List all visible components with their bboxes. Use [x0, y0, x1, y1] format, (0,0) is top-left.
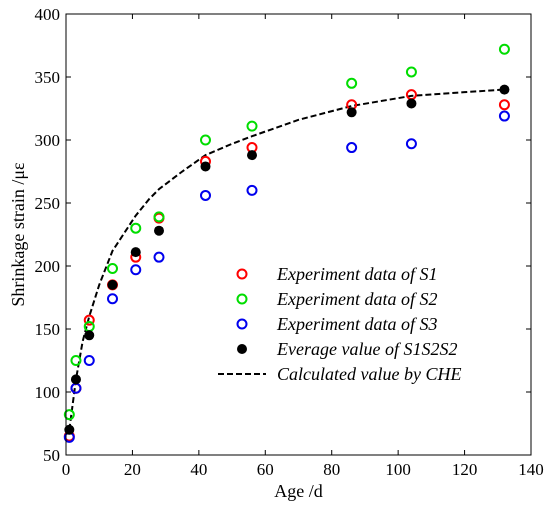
series-2-point — [346, 142, 358, 154]
series-0-point — [83, 314, 95, 326]
axis-ticks: 0 20 40 60 80 100 120 140 50 100 150 200 250 300 350 40… — [35, 5, 544, 479]
series-3-point — [247, 150, 257, 161]
series-3-point — [154, 225, 164, 236]
series-1-point — [498, 43, 510, 55]
legend-label: Experiment data of S3 — [276, 314, 437, 334]
series-1-point — [130, 222, 142, 234]
series-3-point — [499, 84, 510, 95]
series-2-point — [107, 293, 118, 305]
x-tick-label: 0 — [62, 460, 71, 479]
y-axis-title: Shrinkage strain /με — [8, 162, 28, 307]
series-2-point — [200, 189, 211, 201]
x-tick-label: 20 — [124, 460, 141, 479]
y-tick-label: 200 — [35, 257, 61, 276]
series-3-point — [70, 374, 81, 385]
y-tick-label: 150 — [35, 320, 61, 339]
series-3-point — [64, 424, 75, 435]
legend-marker-icon — [236, 318, 248, 330]
series-0-point — [405, 89, 417, 101]
series-3-point — [406, 98, 417, 109]
series-3-point — [130, 247, 141, 258]
series-3-point — [84, 330, 95, 341]
legend: Experiment data of S1 Experiment data of … — [218, 264, 461, 384]
series-1-point — [107, 263, 118, 275]
y-tick-label: 300 — [35, 131, 61, 150]
x-tick-label: 80 — [323, 460, 340, 479]
series-2-point — [130, 264, 142, 276]
x-tick-label: 40 — [190, 460, 207, 479]
series-1-point — [246, 120, 258, 132]
series-2-point — [405, 138, 417, 150]
series-2-point — [153, 251, 165, 263]
y-tick-label: 50 — [43, 446, 60, 465]
plot-marks — [63, 43, 510, 443]
series-line-4 — [68, 88, 505, 430]
legend-label: Everage value of S1S2S2 — [276, 339, 457, 359]
legend-label: Experiment data of S1 — [276, 264, 437, 284]
series-1-point — [70, 355, 82, 366]
y-tick-label: 400 — [35, 5, 61, 24]
x-tick-label: 60 — [257, 460, 274, 479]
series-2-point — [498, 110, 510, 122]
legend-marker-icon — [236, 293, 248, 305]
legend-label: Calculated value by CHE — [277, 364, 461, 384]
series-3-point — [107, 279, 118, 290]
x-axis-title: Age /d — [274, 481, 323, 501]
y-tick-label: 350 — [35, 68, 61, 87]
x-tick-label: 100 — [385, 460, 411, 479]
series-1-point — [200, 134, 211, 146]
series-3-point — [200, 161, 211, 172]
series-0-point — [498, 99, 510, 111]
series-1-point — [405, 66, 417, 78]
legend-marker-icon — [237, 344, 247, 354]
series-1-point — [346, 77, 358, 89]
series-1-point — [63, 409, 75, 421]
series-2-point — [83, 355, 95, 366]
x-tick-label: 140 — [518, 460, 544, 479]
legend-marker-icon — [236, 268, 248, 280]
series-3-point — [346, 107, 357, 118]
plot-frame — [65, 13, 532, 456]
series-1-point — [153, 211, 165, 223]
y-tick-label: 250 — [35, 194, 61, 213]
y-tick-label: 100 — [35, 383, 61, 402]
x-tick-label: 120 — [452, 460, 478, 479]
legend-label: Experiment data of S2 — [276, 289, 437, 309]
series-2-point — [246, 184, 258, 196]
